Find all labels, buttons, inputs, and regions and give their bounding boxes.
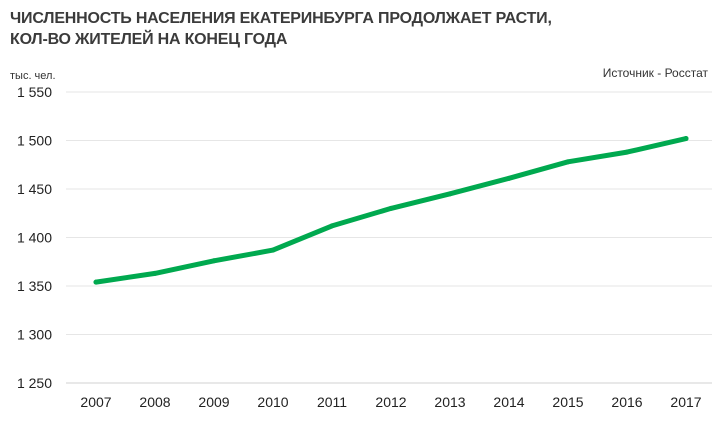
y-tick-label: 1 350 bbox=[17, 278, 52, 294]
data-point-2011 bbox=[329, 223, 335, 229]
data-point-2012 bbox=[388, 205, 394, 211]
x-tick-label: 2013 bbox=[434, 394, 465, 410]
y-tick-label: 1 250 bbox=[17, 375, 52, 391]
data-point-2016 bbox=[624, 149, 630, 155]
x-tick-label: 2017 bbox=[670, 394, 701, 410]
series-group bbox=[93, 136, 689, 285]
y-tick-label: 1 500 bbox=[17, 133, 52, 149]
data-point-2014 bbox=[506, 175, 512, 181]
chart-title-block: ЧИСЛЕННОСТЬ НАСЕЛЕНИЯ ЕКАТЕРИНБУРГА ПРОД… bbox=[10, 8, 610, 50]
y-tick-label: 1 400 bbox=[17, 230, 52, 246]
grid-lines bbox=[66, 91, 712, 384]
data-point-2009 bbox=[211, 258, 217, 264]
x-tick-label: 2015 bbox=[552, 394, 583, 410]
data-point-2015 bbox=[565, 159, 571, 165]
x-tick-label: 2010 bbox=[257, 394, 288, 410]
data-point-2013 bbox=[447, 191, 453, 197]
y-axis-ticks: 1 250 1 300 1 350 1 400 1 450 1 500 1 550 bbox=[17, 84, 52, 391]
x-axis-ticks: 2007 2008 2009 2010 2011 2012 2013 2014 2015 2016… bbox=[80, 394, 701, 410]
data-point-2017 bbox=[683, 136, 689, 142]
x-tick-label: 2007 bbox=[80, 394, 111, 410]
data-point-2008 bbox=[152, 270, 158, 276]
y-tick-label: 1 300 bbox=[17, 327, 52, 343]
y-axis-unit-label: тыс. чел. bbox=[10, 70, 56, 82]
chart-title: ЧИСЛЕННОСТЬ НАСЕЛЕНИЯ ЕКАТЕРИНБУРГА ПРОД… bbox=[10, 10, 552, 27]
data-point-2010 bbox=[270, 247, 276, 253]
x-tick-label: 2012 bbox=[375, 394, 406, 410]
data-point-2007 bbox=[93, 279, 99, 285]
x-tick-label: 2008 bbox=[139, 394, 170, 410]
source-label: Источник - Росстат bbox=[602, 66, 708, 80]
x-tick-label: 2011 bbox=[317, 394, 347, 410]
x-tick-label: 2009 bbox=[198, 394, 229, 410]
chart-subtitle: КОЛ-ВО ЖИТЕЛЕЙ НА КОНЕЦ ГОДА bbox=[10, 31, 288, 48]
x-tick-label: 2014 bbox=[493, 394, 524, 410]
y-tick-label: 1 550 bbox=[17, 84, 52, 100]
y-tick-label: 1 450 bbox=[17, 181, 52, 197]
x-tick-label: 2016 bbox=[611, 394, 642, 410]
